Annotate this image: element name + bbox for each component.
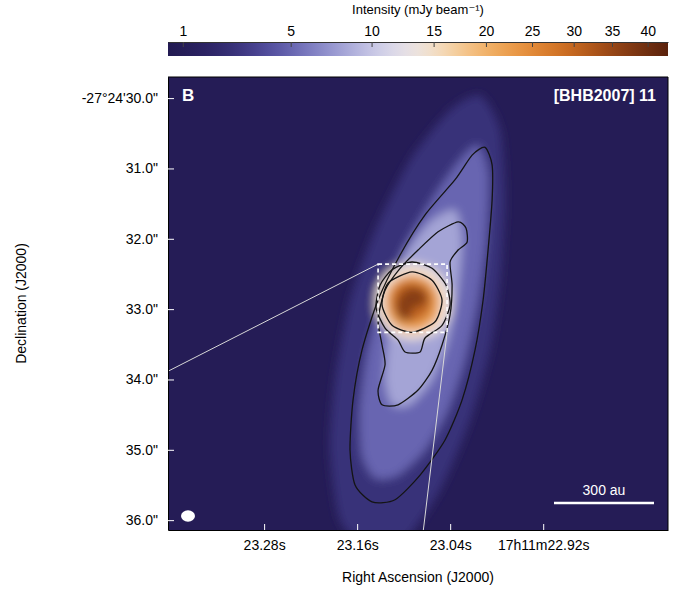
y-tick-mark xyxy=(168,450,174,451)
x-axis-line xyxy=(169,530,669,531)
x-tick-label: 23.16s xyxy=(337,537,379,553)
colorbar-tick: 35 xyxy=(605,23,621,47)
y-tick-mark xyxy=(168,520,174,521)
colorbar-tick-label: 35 xyxy=(605,23,621,39)
emission-level xyxy=(385,274,440,331)
beam xyxy=(181,510,195,521)
colorbar-tick: 30 xyxy=(566,23,582,47)
title: [BHB2007] 11 xyxy=(554,87,656,104)
colorbar-tick-mark xyxy=(291,42,292,47)
colorbar-title: Intensity (mJy beam⁻¹) xyxy=(352,2,484,17)
y-tick-label: 32.0" xyxy=(126,231,158,247)
colorbar-tick-label: 10 xyxy=(364,23,380,39)
y-tick-mark xyxy=(168,379,174,380)
y-tick: -27°24'30.0" xyxy=(82,90,174,106)
y-tick: 32.0" xyxy=(126,231,174,247)
x-tick: 23.28s xyxy=(244,524,286,553)
colorbar-tick-label: 25 xyxy=(525,23,541,39)
emission-level xyxy=(360,145,489,479)
colorbar-tick-mark xyxy=(532,42,533,47)
scale-bar xyxy=(554,502,654,505)
connector-line xyxy=(168,264,378,371)
contour xyxy=(376,262,450,353)
connector-line xyxy=(423,332,447,530)
colorbar-tick-label: 5 xyxy=(287,23,295,39)
x-tick-mark xyxy=(264,524,265,530)
y-tick-mark xyxy=(168,98,174,99)
y-tick: 34.0" xyxy=(126,371,174,387)
figure: 300 au 23.28s 23.16s 23.04s 17h11m22.92s -27°… xyxy=(0,0,687,597)
colorbar-tick-mark xyxy=(372,42,373,47)
y-tick-label: -27°24'30.0" xyxy=(82,90,158,106)
x-tick-mark xyxy=(450,524,451,530)
colorbar-tick: 15 xyxy=(426,23,442,47)
y-axis-line xyxy=(168,78,169,531)
emission-level xyxy=(330,95,505,530)
colorbar xyxy=(168,42,668,56)
panel-letter: B xyxy=(182,86,194,105)
y-tick: 36.0" xyxy=(126,512,174,528)
y-tick-mark xyxy=(168,239,174,240)
colorbar-axis: 1510152025303540 xyxy=(169,23,669,47)
x-tick: 23.04s xyxy=(430,524,472,553)
colorbar-tick: 40 xyxy=(640,23,656,47)
y-tick-label: 31.0" xyxy=(126,160,158,176)
y-tick-label: 35.0" xyxy=(126,442,158,458)
emission-layer xyxy=(330,95,505,530)
y-tick-label: 33.0" xyxy=(126,301,158,317)
scale-bar-label: 300 au xyxy=(583,482,626,498)
y-tick-label: 36.0" xyxy=(126,512,158,528)
x-tick: 17h11m22.92s xyxy=(498,524,590,553)
colorbar-tick-label: 40 xyxy=(640,23,656,39)
y-tick-mark xyxy=(168,309,174,310)
colorbar-tick-label: 1 xyxy=(179,23,187,39)
contour xyxy=(382,272,442,333)
chart-container: 300 au 23.28s 23.16s 23.04s 17h11m22.92s -27°… xyxy=(0,0,687,597)
colorbar-tick: 10 xyxy=(364,23,380,47)
colorbar-tick-mark xyxy=(486,42,487,47)
emission-level xyxy=(396,287,427,320)
plot-area xyxy=(168,77,668,530)
x-tick-label: 23.04s xyxy=(430,537,472,553)
x-tick-label: 23.28s xyxy=(244,537,286,553)
contour-layer xyxy=(350,147,493,503)
colorbar-tick-mark xyxy=(612,42,613,47)
contour xyxy=(378,222,467,406)
colorbar-tick-mark xyxy=(648,42,649,47)
inset-box xyxy=(378,264,447,332)
y-tick-mark xyxy=(168,168,174,169)
colorbar-tick: 5 xyxy=(287,23,295,47)
y-tick: 35.0" xyxy=(126,442,174,458)
x-tick-label: 17h11m22.92s xyxy=(498,537,590,553)
colorbar-tick: 1 xyxy=(179,23,187,47)
x-axis-title: Right Ascension (J2000) xyxy=(342,569,494,585)
x-tick: 23.16s xyxy=(337,524,379,553)
y-tick: 33.0" xyxy=(126,301,174,317)
colorbar-tick: 25 xyxy=(525,23,541,47)
plot-frame xyxy=(168,77,668,530)
y-axis: -27°24'30.0" 31.0" 32.0" 33.0" 34.0" 35.0" 36.… xyxy=(82,78,174,531)
colorbar-tick-mark xyxy=(183,42,184,47)
colorbar-axis-line xyxy=(169,42,669,43)
x-tick-mark xyxy=(543,524,544,530)
y-tick: 31.0" xyxy=(126,160,174,176)
x-tick-mark xyxy=(357,524,358,530)
colorbar-tick-label: 15 xyxy=(426,23,442,39)
colorbar-tick-label: 20 xyxy=(479,23,495,39)
colorbar-tick-mark xyxy=(574,42,575,47)
colorbar-tick-label: 30 xyxy=(566,23,582,39)
y-tick-label: 34.0" xyxy=(126,371,158,387)
colorbar-tick: 20 xyxy=(479,23,495,47)
colorbar-tick-mark xyxy=(434,42,435,47)
x-axis: 23.28s 23.16s 23.04s 17h11m22.92s xyxy=(169,524,669,553)
emission-level xyxy=(392,281,432,322)
contour xyxy=(350,147,493,503)
y-axis-title: Declination (J2000) xyxy=(13,243,29,364)
